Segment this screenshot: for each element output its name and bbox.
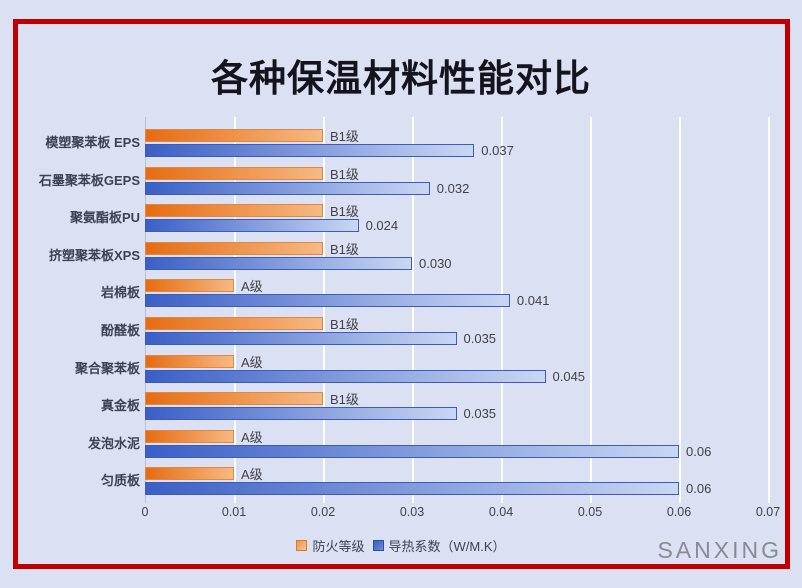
gridline — [768, 117, 770, 503]
x-axis-tick: 0.05 — [577, 505, 603, 519]
fire-rating-label: B1级 — [330, 241, 359, 257]
fire-rating-bar — [145, 317, 323, 330]
fire-rating-label: B1级 — [330, 129, 359, 144]
legend-label-conductivity: 导热系数（W/M.K） — [388, 539, 506, 554]
chart-row: 岩棉板 A级 0.041 — [30, 276, 775, 314]
conductivity-bar — [145, 332, 457, 345]
legend-item-conductivity: 导热系数（W/M.K） — [372, 536, 506, 555]
fire-rating-label: A级 — [241, 279, 263, 295]
x-axis-tick: 0.06 — [666, 505, 692, 519]
chart-row: 挤塑聚苯板XPS B1级 0.030 — [30, 239, 775, 277]
conductivity-bar — [145, 369, 546, 383]
category-label: 岩棉板 — [100, 285, 140, 301]
fire-rating-label: A级 — [241, 429, 263, 445]
fire-rating-bar — [145, 204, 323, 218]
fire-rating-label: B1级 — [330, 317, 359, 332]
bar-chart-rows: 模塑聚苯板 EPS B1级 0.037 石墨聚苯板GEPS B1级 0.032 聚氨酯板PU… — [30, 126, 775, 502]
conductivity-value-label: 0.032 — [436, 180, 470, 196]
chart-row: 发泡水泥 A级 0.06 — [30, 427, 775, 465]
category-label: 匀质板 — [100, 473, 140, 489]
conductivity-bar — [145, 256, 412, 270]
conductivity-swatch-icon — [372, 540, 384, 551]
category-label: 真金板 — [100, 398, 140, 414]
category-label: 挤塑聚苯板XPS — [48, 247, 140, 263]
chart-row: 酚醛板 B1级 0.035 — [30, 314, 775, 352]
gridline — [412, 117, 414, 503]
conductivity-value-label: 0.037 — [481, 143, 514, 158]
fire-rating-bar — [145, 467, 234, 481]
x-axis-tick: 0 — [141, 505, 149, 519]
chart-title: 各种保温材料性能对比 — [211, 58, 591, 99]
gridline — [679, 117, 681, 503]
chart-row: 聚合聚苯板 A级 0.045 — [30, 352, 775, 390]
category-label: 模塑聚苯板 EPS — [45, 135, 140, 150]
gridline — [323, 117, 325, 503]
category-label: 聚合聚苯板 — [74, 360, 140, 376]
fire-rating-bar — [145, 166, 323, 180]
fire-rating-label: A级 — [241, 354, 263, 370]
fire-rating-bar — [145, 354, 234, 368]
chart-row: 真金板 B1级 0.035 — [30, 389, 775, 427]
gridline — [501, 117, 503, 503]
x-axis-tick: 0.04 — [488, 505, 514, 519]
conductivity-value-label: 0.024 — [365, 218, 399, 234]
conductivity-bar — [145, 181, 430, 195]
conductivity-bar — [145, 144, 475, 157]
chart-row: 匀质板 A级 0.06 — [30, 464, 775, 502]
fire-rating-bar — [145, 279, 234, 293]
category-label: 酚醛板 — [100, 323, 140, 338]
fire-rating-label: B1级 — [330, 204, 359, 220]
conductivity-value-label: 0.045 — [552, 368, 586, 384]
x-axis-tick: 0.07 — [755, 505, 781, 519]
legend: 防火等级 导热系数（W/M.K） — [0, 536, 802, 555]
fire-rating-bar — [145, 429, 234, 443]
conductivity-value-label: 0.030 — [419, 255, 452, 271]
legend-label-fire-rating: 防火等级 — [312, 539, 365, 554]
conductivity-value-label: 0.035 — [463, 406, 497, 422]
conductivity-bar — [145, 294, 510, 308]
x-axis-tick: 0.03 — [399, 505, 425, 519]
conductivity-bar — [145, 482, 679, 496]
plot-gridlines — [145, 117, 770, 503]
fire-rating-label: A级 — [241, 467, 263, 483]
x-axis: 0 0.01 0.02 0.03 0.04 0.05 0.06 0.07 — [141, 505, 781, 521]
fire-rating-bar — [145, 241, 323, 255]
fire-rating-bar — [145, 129, 323, 142]
chart-row: 模塑聚苯板 EPS B1级 0.037 — [30, 126, 775, 164]
category-label: 石墨聚苯板GEPS — [38, 172, 140, 188]
legend-item-fire-rating: 防火等级 — [296, 536, 365, 555]
y-axis-line — [145, 117, 146, 503]
conductivity-bar — [145, 444, 679, 458]
category-label: 聚氨酯板PU — [69, 210, 140, 226]
fire-rating-label: B1级 — [330, 166, 359, 182]
conductivity-value-label: 0.041 — [516, 293, 550, 309]
x-axis-tick: 0.01 — [221, 505, 247, 519]
fire-rating-bar — [145, 392, 323, 406]
chart-row: 石墨聚苯板GEPS B1级 0.032 — [30, 164, 775, 202]
conductivity-value-label: 0.06 — [686, 481, 712, 497]
category-label: 发泡水泥 — [87, 435, 140, 451]
fire-rating-label: B1级 — [330, 392, 359, 408]
conductivity-bar — [145, 407, 457, 421]
x-axis-tick: 0.02 — [310, 505, 336, 519]
conductivity-bar — [145, 219, 359, 233]
watermark-logo: SANXING — [657, 537, 782, 563]
gridline — [234, 117, 236, 503]
conductivity-value-label: 0.035 — [463, 331, 497, 346]
chart-row: 聚氨酯板PU B1级 0.024 — [30, 201, 775, 239]
gridline — [590, 117, 592, 503]
conductivity-value-label: 0.06 — [686, 443, 712, 459]
fire-rating-swatch-icon — [296, 540, 308, 551]
